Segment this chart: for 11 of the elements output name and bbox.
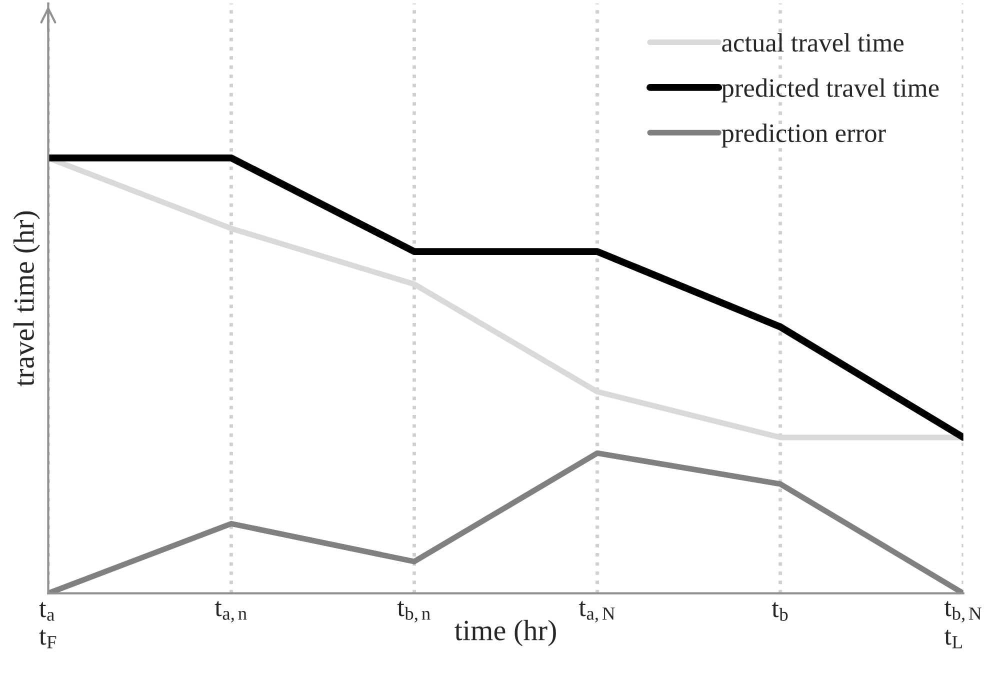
legend-label: predicted travel time: [722, 78, 939, 102]
x-axis-title: time (hr): [454, 620, 556, 646]
legend-label: actual travel time: [722, 33, 904, 52]
x-tick-label: t$_{b,N}$ t$_{L}$: [944, 601, 982, 648]
x-tick-label: t$_{b}$: [772, 602, 788, 621]
x-tick-label: t$_{b,n}$: [397, 601, 430, 623]
x-tick-label: t$_{a,n}$: [214, 601, 247, 623]
x-tick-label: t$_{a,N}$: [578, 601, 615, 623]
legend-label: prediction error: [722, 124, 886, 148]
y-axis-title: travel time (hr): [13, 211, 40, 386]
x-tick-label: t$_{a}$ t$_{F}$: [39, 602, 56, 648]
